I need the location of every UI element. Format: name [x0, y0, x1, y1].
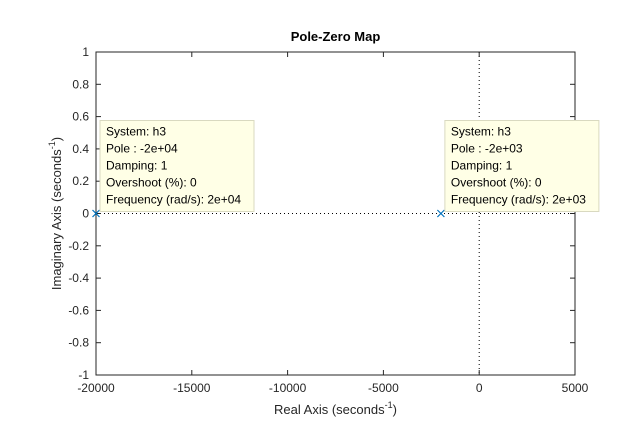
datatip-line: Overshoot (%): 0	[106, 176, 197, 190]
x-axis-label-close: )	[393, 402, 397, 417]
datatips: System: h3 Pole : -2e+04 Damping: 1 Oversho…	[99, 120, 600, 212]
y-tick-label: 0.2	[72, 174, 89, 188]
pole-marker[interactable]	[436, 209, 445, 218]
x-tick-label: 0	[476, 381, 483, 395]
datatip-line: Pole : -2e+03	[451, 142, 523, 156]
y-tick-label: 0.8	[72, 77, 89, 91]
datatip-line: Pole : -2e+04	[106, 142, 178, 156]
datatip-line: System: h3	[451, 125, 511, 139]
x-tick-label: -20000	[77, 381, 115, 395]
x-tick-label: 5000	[562, 381, 589, 395]
datatip-box	[444, 120, 600, 212]
y-axis-label-text: Imaginary Axis (seconds	[49, 149, 64, 290]
x-axis-label-superscript: -1	[385, 400, 393, 410]
axes	[95, 51, 576, 376]
y-axis-label-close: )	[49, 137, 64, 141]
datatip[interactable]: System: h3 Pole : -2e+03 Damping: 1 Oversho…	[444, 120, 600, 212]
y-tick-label: -0.2	[68, 239, 89, 253]
y-tick-label: 0.6	[72, 110, 89, 124]
pole-marker[interactable]	[92, 209, 100, 218]
datatip-line: Frequency (rad/s): 2e+04	[106, 193, 241, 207]
datatip-line: Damping: 1	[451, 159, 513, 173]
y-tick-label: 0	[82, 207, 89, 221]
datatip-line: Frequency (rad/s): 2e+03	[451, 193, 586, 207]
x-tick-label: -5000	[368, 381, 399, 395]
y-tick-label: 0.4	[72, 142, 89, 156]
y-axis-label-superscript: -1	[47, 141, 57, 149]
datatip[interactable]: System: h3 Pole : -2e+04 Damping: 1 Oversho…	[99, 120, 255, 212]
x-tick-label: -15000	[173, 381, 211, 395]
x-axis-label: Real Axis (seconds-1)	[274, 400, 397, 417]
datatip-box	[99, 120, 255, 212]
plot-area[interactable]	[95, 51, 576, 376]
y-tick-label: -0.6	[68, 303, 89, 317]
y-tick-label: -0.4	[68, 271, 89, 285]
datatip-line: System: h3	[106, 125, 166, 139]
x-ticks: -20000 -15000 -10000 -5000 0 5000	[77, 52, 589, 395]
datatip-line: Overshoot (%): 0	[451, 176, 542, 190]
y-ticks: -1 -0.8 -0.6 -0.4 -0.2 0 0.2 0.4 0.6 0.8 1	[68, 45, 575, 382]
y-tick-label: -1	[78, 368, 89, 382]
chart-title: Pole-Zero Map	[291, 29, 381, 44]
y-axis-label: Imaginary Axis (seconds-1)	[47, 137, 64, 290]
x-tick-label: -10000	[269, 381, 307, 395]
pole-markers	[92, 209, 445, 218]
x-axis-label-text: Real Axis (seconds	[274, 402, 385, 417]
datatip-line: Damping: 1	[106, 159, 168, 173]
y-tick-label: 1	[82, 45, 89, 59]
y-tick-label: -0.8	[68, 336, 89, 350]
